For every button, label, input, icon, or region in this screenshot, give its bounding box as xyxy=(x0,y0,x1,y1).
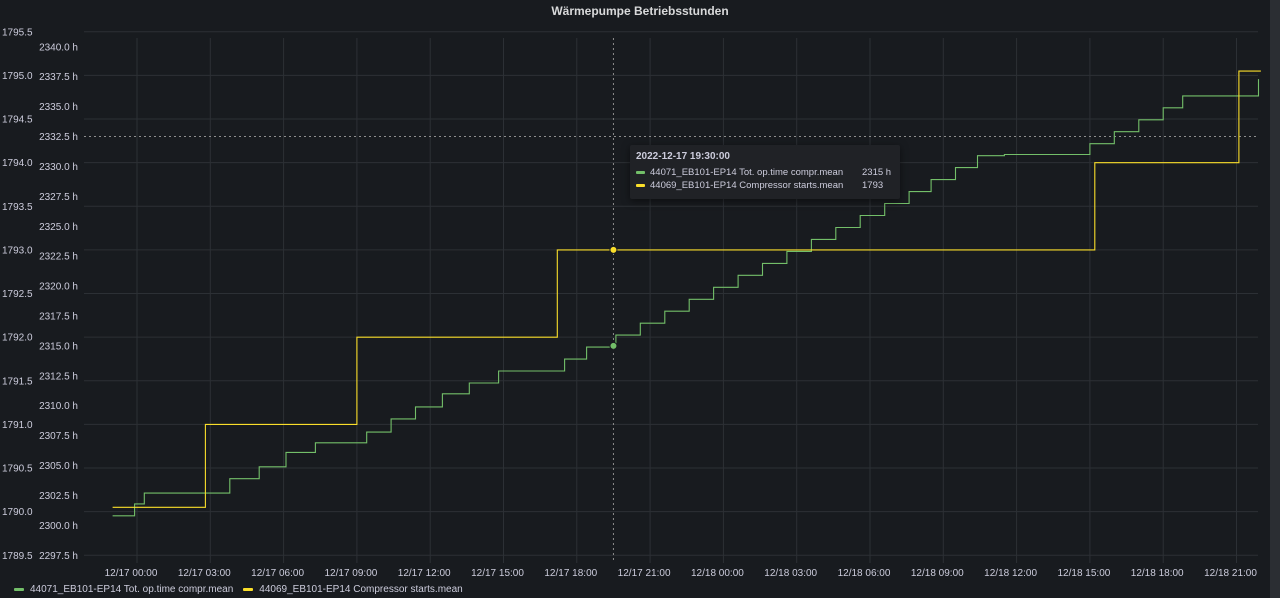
x-tick-label: 12/17 12:00 xyxy=(398,568,451,579)
tooltip-series-value: 2315 h xyxy=(862,167,892,178)
x-tick-label: 12/18 18:00 xyxy=(1131,568,1184,579)
right-tick-label: 2310.0 h xyxy=(39,401,78,412)
right-tick-label: 2337.5 h xyxy=(39,72,78,83)
right-axis: 2297.5 h 2300.0 h 2302.5 h 2305.0 h 2307.5 h… xyxy=(39,42,78,562)
left-tick-label: 1793.5 xyxy=(2,202,33,213)
tooltip-series-value: 1793 xyxy=(862,180,884,191)
right-tick-label: 2335.0 h xyxy=(39,102,78,113)
right-tick-label: 2332.5 h xyxy=(39,132,78,143)
tooltip-series-name: 44071_EB101-EP14 Tot. op.time compr.mean xyxy=(650,167,844,178)
left-tick-label: 1795.5 xyxy=(2,27,33,38)
x-tick-label: 12/18 21:00 xyxy=(1204,568,1257,579)
left-tick-label: 1794.0 xyxy=(2,158,33,169)
right-tick-label: 2297.5 h xyxy=(39,551,78,562)
x-tick-label: 12/17 18:00 xyxy=(544,568,597,579)
right-tick-label: 2302.5 h xyxy=(39,491,78,502)
left-tick-label: 1794.5 xyxy=(2,115,33,126)
legend-label: 44069_EB101-EP14 Compressor starts.mean xyxy=(259,583,463,595)
right-tick-label: 2307.5 h xyxy=(39,431,78,442)
right-tick-label: 2340.0 h xyxy=(39,42,78,53)
tooltip-swatch-yellow xyxy=(636,184,645,187)
right-tick-label: 2322.5 h xyxy=(39,252,78,263)
left-tick-label: 1792.5 xyxy=(2,289,33,300)
x-tick-label: 12/17 06:00 xyxy=(251,568,304,579)
legend-item-compressor-starts[interactable]: 44069_EB101-EP14 Compressor starts.mean xyxy=(243,583,463,595)
series-lines xyxy=(112,70,1261,517)
crosshair xyxy=(84,38,1258,563)
left-axis: 1789.5 1790.0 1790.5 1791.0 1791.5 1792.0 1792… xyxy=(2,27,33,562)
tooltip-series-name: 44069_EB101-EP14 Compressor starts.mean xyxy=(650,180,844,191)
x-tick-label: 12/18 15:00 xyxy=(1057,568,1110,579)
right-tick-label: 2325.0 h xyxy=(39,222,78,233)
left-tick-label: 1791.5 xyxy=(2,376,33,387)
tooltip-row: 44071_EB101-EP14 Tot. op.time compr.mean… xyxy=(636,166,894,179)
panel-scrollbar[interactable] xyxy=(1270,0,1280,598)
left-tick-label: 1791.0 xyxy=(2,420,33,431)
right-tick-label: 2315.0 h xyxy=(39,341,78,352)
right-tick-label: 2305.0 h xyxy=(39,461,78,472)
x-tick-label: 12/17 15:00 xyxy=(471,568,524,579)
x-tick-label: 12/18 12:00 xyxy=(984,568,1037,579)
right-tick-label: 2330.0 h xyxy=(39,162,78,173)
right-tick-label: 2300.0 h xyxy=(39,521,78,532)
right-tick-label: 2312.5 h xyxy=(39,371,78,382)
legend-item-op-time[interactable]: 44071_EB101-EP14 Tot. op.time compr.mean xyxy=(14,584,233,595)
legend-swatch-green xyxy=(14,587,24,591)
x-tick-label: 12/18 00:00 xyxy=(691,568,744,579)
tooltip-swatch-green xyxy=(636,171,645,174)
tooltip-time: 2022-12-17 19:30:00 xyxy=(636,151,730,162)
left-tick-label: 1793.0 xyxy=(2,245,33,256)
hover-markers xyxy=(609,245,618,350)
right-tick-label: 2320.0 h xyxy=(39,282,78,293)
legend: 44071_EB101-EP14 Tot. op.time compr.mean… xyxy=(14,582,473,596)
legend-label: 44071_EB101-EP14 Tot. op.time compr.mean xyxy=(30,583,234,595)
left-tick-label: 1795.0 xyxy=(2,71,33,82)
series-line-op-time xyxy=(112,79,1260,517)
x-tick-label: 12/17 09:00 xyxy=(324,568,377,579)
hover-point-op-time xyxy=(609,341,618,350)
x-axis: 12/17 00:00 12/17 03:00 12/17 06:00 12/17 0… xyxy=(105,568,1258,579)
legend-swatch-yellow xyxy=(243,587,254,591)
hover-tooltip: 2022-12-17 19:30:00 44071_EB101-EP14 Tot… xyxy=(630,145,900,199)
x-tick-label: 12/18 03:00 xyxy=(764,568,817,579)
tooltip-row: 44069_EB101-EP14 Compressor starts.mean … xyxy=(636,179,894,192)
right-tick-label: 2317.5 h xyxy=(39,312,78,323)
x-tick-label: 12/18 09:00 xyxy=(911,568,964,579)
x-tick-label: 12/17 21:00 xyxy=(618,568,671,579)
x-tick-label: 12/17 03:00 xyxy=(178,568,231,579)
left-tick-label: 1790.5 xyxy=(2,464,33,475)
grid-lines xyxy=(84,31,1258,563)
left-tick-label: 1792.0 xyxy=(2,333,33,344)
panel-title: Wärmepumpe Betriebsstunden xyxy=(551,4,729,18)
left-tick-label: 1789.5 xyxy=(2,551,33,562)
hover-point-compressor-starts xyxy=(609,245,618,254)
left-tick-label: 1790.0 xyxy=(2,507,33,518)
x-tick-label: 12/18 06:00 xyxy=(838,568,891,579)
x-tick-label: 12/17 00:00 xyxy=(105,568,158,579)
right-tick-label: 2327.5 h xyxy=(39,192,78,203)
series-line-compressor-starts xyxy=(112,70,1261,508)
chart-area[interactable]: 1789.5 1790.0 1790.5 1791.0 1791.5 1792.0 1792… xyxy=(0,0,1270,580)
